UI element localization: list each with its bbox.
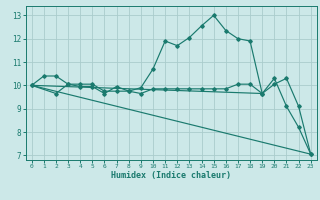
X-axis label: Humidex (Indice chaleur): Humidex (Indice chaleur) [111,171,231,180]
